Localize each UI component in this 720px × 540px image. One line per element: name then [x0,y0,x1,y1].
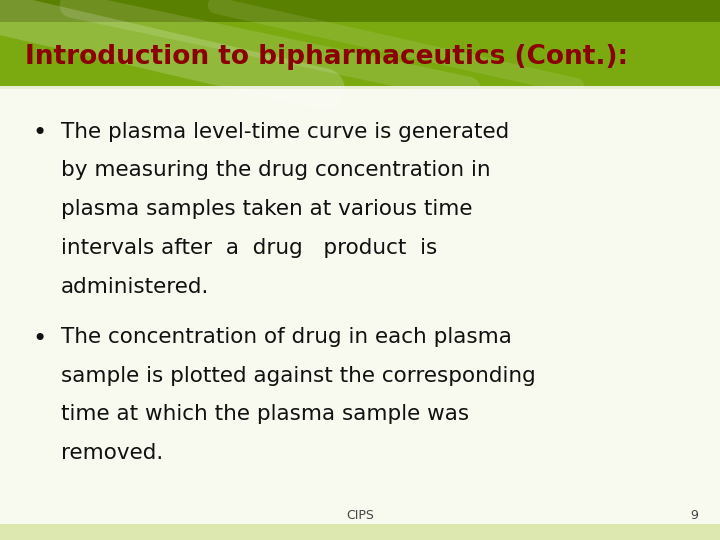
Text: CIPS: CIPS [346,509,374,522]
Text: Introduction to bipharmaceutics (Cont.):: Introduction to bipharmaceutics (Cont.): [25,44,629,70]
FancyBboxPatch shape [0,0,720,22]
Text: removed.: removed. [61,443,163,463]
Text: plasma samples taken at various time: plasma samples taken at various time [61,199,473,219]
Text: The concentration of drug in each plasma: The concentration of drug in each plasma [61,327,512,347]
Text: The plasma level-time curve is generated: The plasma level-time curve is generated [61,122,510,141]
Text: •: • [32,327,47,350]
Text: by measuring the drug concentration in: by measuring the drug concentration in [61,160,491,180]
Text: 9: 9 [690,509,698,522]
Text: •: • [32,122,47,145]
FancyBboxPatch shape [0,86,720,524]
Text: intervals after  a  drug   product  is: intervals after a drug product is [61,238,438,258]
Text: administered.: administered. [61,277,210,297]
Text: time at which the plasma sample was: time at which the plasma sample was [61,404,469,424]
Text: sample is plotted against the corresponding: sample is plotted against the correspond… [61,366,536,386]
FancyBboxPatch shape [0,0,720,89]
